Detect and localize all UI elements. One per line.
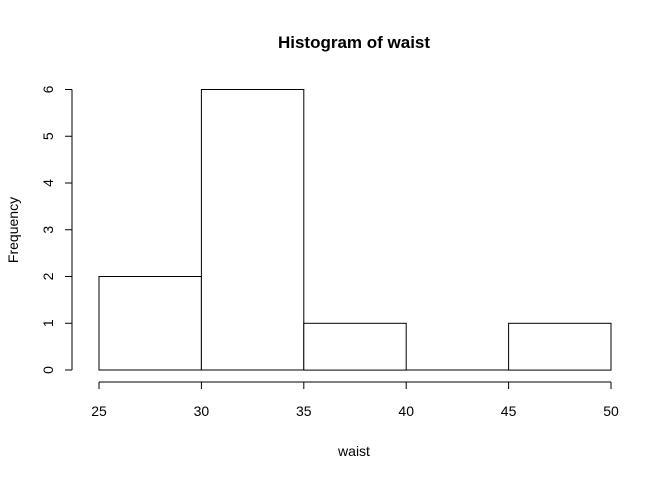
histogram-bar-35-40	[303, 322, 407, 371]
y-axis-label: Frequency	[5, 197, 21, 263]
x-axis-label: waist	[337, 443, 370, 459]
x-axis: 25 30 35 40 45 50	[91, 381, 619, 419]
y-tick-label: 1	[40, 319, 56, 327]
bars-layer	[98, 89, 612, 371]
x-tick-label: 50	[603, 403, 619, 419]
y-tick-label: 2	[40, 272, 56, 280]
y-tick-label: 3	[40, 226, 56, 234]
x-tick-label: 40	[398, 403, 414, 419]
y-tick-label: 5	[40, 132, 56, 140]
y-tick-label: 6	[40, 85, 56, 93]
chart-title: Histogram of waist	[278, 33, 430, 52]
x-tick-label: 45	[501, 403, 517, 419]
histogram-bar-45-50	[508, 322, 612, 371]
y-tick-label: 4	[40, 179, 56, 187]
y-axis: 0 1 2 3 4 5 6	[40, 85, 73, 374]
x-tick-label: 30	[194, 403, 210, 419]
histogram-bar-25-30	[98, 276, 202, 371]
x-tick-label: 25	[91, 403, 107, 419]
histogram-bar-30-35	[200, 89, 305, 371]
x-tick-label: 35	[296, 403, 312, 419]
y-tick-label: 0	[40, 366, 56, 374]
